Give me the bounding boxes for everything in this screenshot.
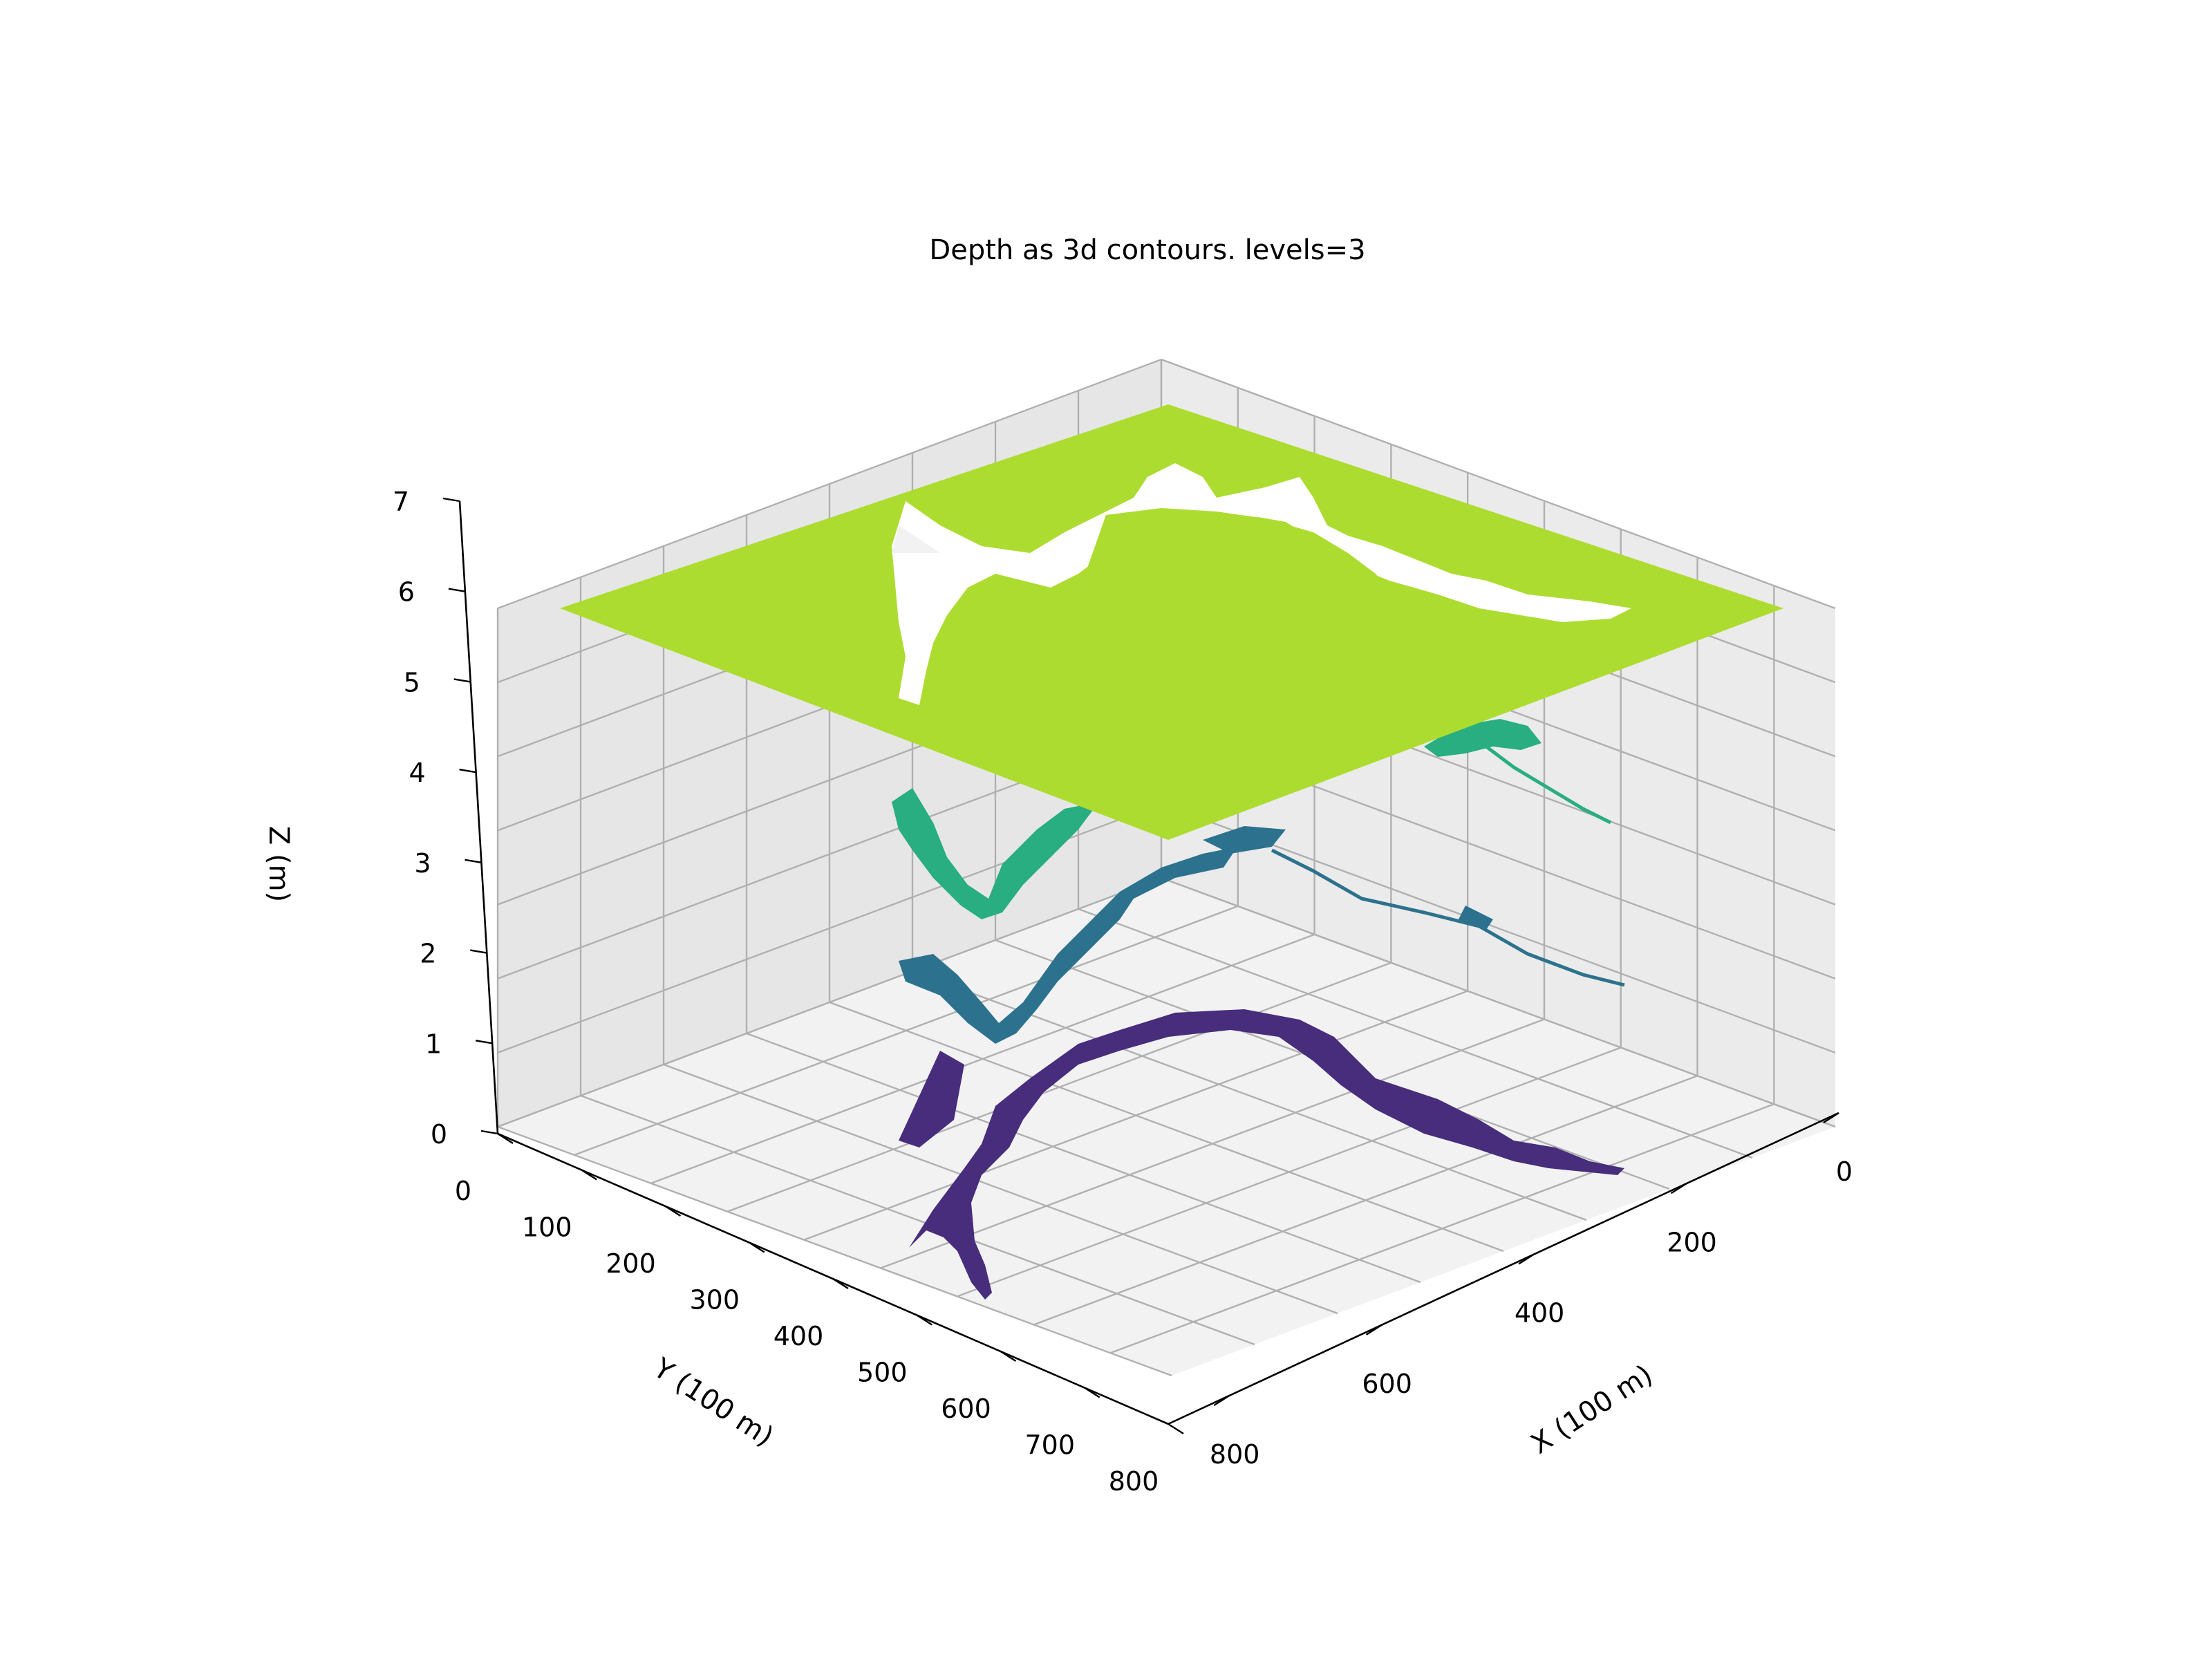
z-tick-label: 3 (414, 848, 431, 879)
y-tick-label: 100 (522, 1212, 572, 1243)
z-tick (448, 588, 466, 592)
chart-title: Depth as 3d contours. levels=3 (929, 234, 1365, 266)
y-tick-label: 400 (774, 1321, 824, 1351)
z-tick-label: 5 (404, 667, 420, 697)
z-tick (465, 859, 482, 864)
grid-floor-y (580, 1094, 1255, 1346)
z-tick-label: 6 (398, 577, 415, 608)
contour-level-2 (892, 788, 1099, 919)
grid-floor-y (497, 1125, 1172, 1377)
z-tick (453, 678, 471, 683)
contour-level-2-river (1485, 745, 1612, 825)
y-tick (1000, 1350, 1017, 1362)
y-tick-label: 600 (941, 1394, 991, 1424)
grid-floor-y (746, 1032, 1421, 1284)
grid-wall-z-left (497, 877, 1162, 1128)
x-tick (1518, 1253, 1535, 1265)
grid-floor-y (829, 1001, 1504, 1253)
y-tick-label: 500 (857, 1358, 908, 1388)
y-tick (497, 1132, 514, 1145)
x-tick (1365, 1324, 1382, 1335)
grid-floor-y (1078, 908, 1753, 1159)
contour-level-0 (909, 1009, 1624, 1300)
y-tick (916, 1314, 932, 1326)
grid-wall-z-right (1161, 803, 1836, 1053)
x-tick (1670, 1183, 1687, 1194)
grid-wall-z-right (1161, 358, 1836, 610)
z-tick (459, 768, 476, 774)
y-tick-label: 700 (1024, 1430, 1075, 1461)
x-tick-label: 200 (1667, 1227, 1717, 1257)
y-tick (581, 1169, 597, 1181)
z-tick (442, 497, 460, 503)
x-tick (1213, 1395, 1230, 1407)
y-tick-label: 200 (606, 1248, 656, 1279)
contour-level-2-patch (1424, 719, 1541, 757)
x-tick-label: 600 (1362, 1369, 1412, 1399)
grid-wall-z-right (1161, 877, 1836, 1128)
x-tick (1823, 1112, 1839, 1124)
grid-wall-z-left (497, 358, 1162, 610)
contour-level-3-estuary (892, 463, 1631, 705)
contour-level-0-patch (899, 1051, 964, 1147)
y-tick-label: 800 (1109, 1466, 1159, 1497)
y-tick (832, 1277, 849, 1290)
x-tick-label: 0 (1836, 1156, 1853, 1187)
contour-level-1-river (1271, 848, 1625, 987)
x-axis-line (1168, 1112, 1839, 1425)
z-tick (475, 1040, 493, 1044)
x-tick-label: 400 (1515, 1298, 1565, 1329)
tick-labels: 0 200 400 600 800 0 100 200 300 400 500 600 700 800 0 1… (393, 487, 1853, 1497)
x-tick-label: 800 (1210, 1439, 1260, 1470)
contour-layers (560, 404, 1783, 1300)
y-tick (1084, 1387, 1100, 1398)
contour-level-3-inlet (892, 525, 940, 553)
y-tick-label: 0 (455, 1176, 471, 1206)
z-axis-label: Z (m) (263, 826, 294, 902)
z-tick-label: 0 (431, 1119, 447, 1150)
z-tick-label: 7 (393, 487, 409, 517)
z-tick-label: 4 (409, 758, 425, 788)
y-tick-label: 300 (689, 1285, 740, 1315)
y-tick (749, 1241, 765, 1253)
contour-level-1 (899, 847, 1237, 1044)
contour-level-1-patch (1203, 826, 1286, 854)
contour-level-3-island (1078, 508, 1403, 733)
z-tick (470, 949, 487, 954)
grid-floor-y (663, 1063, 1338, 1315)
z-tick (480, 1130, 498, 1135)
contour-level-1-patch-b (1459, 906, 1493, 930)
z-tick-label: 1 (425, 1029, 442, 1059)
z-axis-line (458, 500, 499, 1134)
y-tick (1168, 1423, 1184, 1435)
z-tick-label: 2 (420, 939, 436, 969)
y-tick (664, 1205, 682, 1217)
